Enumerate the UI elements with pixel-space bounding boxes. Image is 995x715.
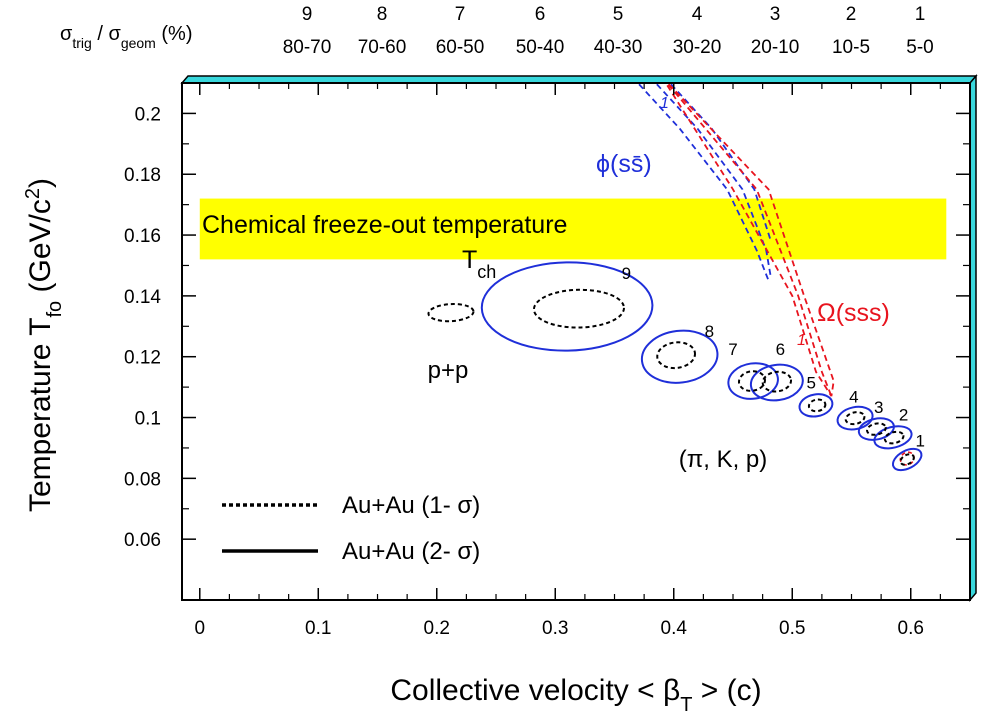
legend-label-1sigma: Au+Au (1- σ) <box>342 492 480 519</box>
x-tick-label: 0.3 <box>542 618 568 639</box>
omega-number: 1 <box>797 332 806 349</box>
legend-label-2sigma: Au+Au (2- σ) <box>342 538 480 565</box>
contour-1sigma-1 <box>899 453 915 466</box>
pp-label: p+p <box>428 357 469 384</box>
contour-1sigma-7 <box>737 370 766 392</box>
plot-area <box>199 83 947 472</box>
centrality-label-9: 9 <box>622 264 631 283</box>
legend: Au+Au (1- σ) Au+Au (2- σ) <box>222 492 480 565</box>
band-sublabel: Tch <box>462 246 496 282</box>
omega-label: Ω(sss) <box>817 299 890 327</box>
contour-phi-0 <box>636 83 770 282</box>
top-bin-range: 10-5 <box>832 37 870 58</box>
x-tick-label: 0.4 <box>661 618 688 639</box>
contour-2sigma-9 <box>480 261 654 352</box>
chemical-freezeout-band <box>199 198 947 260</box>
axes: 0 0.1 0.2 0.3 0.4 0.5 0.6 0.06 0.08 0.1 0.12 0.14 0.… <box>124 83 971 639</box>
contour-phi-1 <box>654 83 772 278</box>
top-bin-range: 5-0 <box>906 37 933 58</box>
x-tick-label: 0 <box>194 618 205 639</box>
contour-2sigma-4 <box>836 405 874 431</box>
top-bin-range: 50-40 <box>516 37 565 58</box>
centrality-label-5: 5 <box>806 374 815 393</box>
top-bin-range: 30-20 <box>673 37 722 58</box>
contour-2sigma-6 <box>749 363 804 402</box>
contour-1sigma-8 <box>656 341 697 370</box>
contour-1sigma-5 <box>807 398 827 413</box>
top-bin-number: 6 <box>535 4 546 25</box>
plot-frame <box>181 82 971 601</box>
contour-pp <box>427 303 475 323</box>
phi-label: ϕ(ss̄) <box>596 150 652 178</box>
y-axis-title: Temperature Tfo (GeV/c2) <box>22 178 66 512</box>
contour-1sigma-4 <box>844 411 866 426</box>
top-bin-number: 1 <box>915 4 926 25</box>
y-tick-label: 0.12 <box>124 348 161 369</box>
contour-2sigma-7 <box>727 362 779 400</box>
frame-shade-top <box>180 75 978 84</box>
band-label: Chemical freeze-out temperature <box>202 211 567 239</box>
x-tick-label: 0.1 <box>305 618 331 639</box>
y-tick-label: 0.06 <box>124 530 161 551</box>
contour-2sigma-8 <box>640 329 719 384</box>
top-bin-range: 20-10 <box>751 37 800 58</box>
y-tick-label: 0.16 <box>124 226 161 247</box>
contour-omega-0 <box>664 83 833 397</box>
top-bin-number: 3 <box>770 4 781 25</box>
contour-1sigma-9 <box>532 288 625 329</box>
centrality-label-8: 8 <box>705 322 714 341</box>
top-axis-label: σtrig / σgeom (%) <box>60 23 193 51</box>
top-bin-range: 80-70 <box>283 37 332 58</box>
x-tick-label: 0.6 <box>898 618 924 639</box>
contour-2sigma-5 <box>798 393 834 418</box>
contour-2sigma-2 <box>873 425 913 450</box>
centrality-label-1: 1 <box>915 431 924 450</box>
top-bin-number: 5 <box>613 4 624 25</box>
y-tick-label: 0.14 <box>124 287 161 308</box>
top-bin-number: 8 <box>377 4 388 25</box>
pikp-label: (π, K, p) <box>679 446 768 473</box>
centrality-label-3: 3 <box>874 398 883 417</box>
top-bin-number: 2 <box>846 4 857 25</box>
centrality-label-2: 2 <box>899 406 908 425</box>
y-tick-label: 0.08 <box>124 469 161 490</box>
contour-1sigma-6 <box>761 370 792 393</box>
x-tick-label: 0.2 <box>424 618 450 639</box>
x-tick-label: 0.5 <box>779 618 805 639</box>
contour-omega-2 <box>666 83 835 397</box>
phi-number: 1 <box>660 95 669 112</box>
contour-1sigma-2 <box>883 430 905 445</box>
top-bin-range: 60-50 <box>436 37 485 58</box>
contour-1sigma-3 <box>866 422 887 436</box>
x-axis-title: Collective velocity < βT > (c) <box>390 674 761 715</box>
contour-omega-1 <box>665 83 833 397</box>
centrality-label-4: 4 <box>849 387 858 406</box>
centrality-label-6: 6 <box>776 340 785 359</box>
contour-2sigma-3 <box>857 417 895 441</box>
top-bin-number: 7 <box>455 4 466 25</box>
contour-2sigma-1 <box>891 447 923 472</box>
top-bin-range: 40-30 <box>594 37 643 58</box>
top-axis: 9 80-70 8 70-60 7 60-50 6 50-40 5 40-30 4 30-20 3 20-… <box>283 4 934 58</box>
contour-phi-2 <box>668 83 772 242</box>
top-bin-number: 9 <box>302 4 313 25</box>
centrality-label-7: 7 <box>728 340 737 359</box>
y-tick-label: 0.18 <box>124 165 161 186</box>
top-bin-range: 70-60 <box>358 37 407 58</box>
top-bin-number: 4 <box>692 4 703 25</box>
y-tick-label: 0.2 <box>135 104 161 125</box>
y-tick-label: 0.1 <box>135 409 161 430</box>
